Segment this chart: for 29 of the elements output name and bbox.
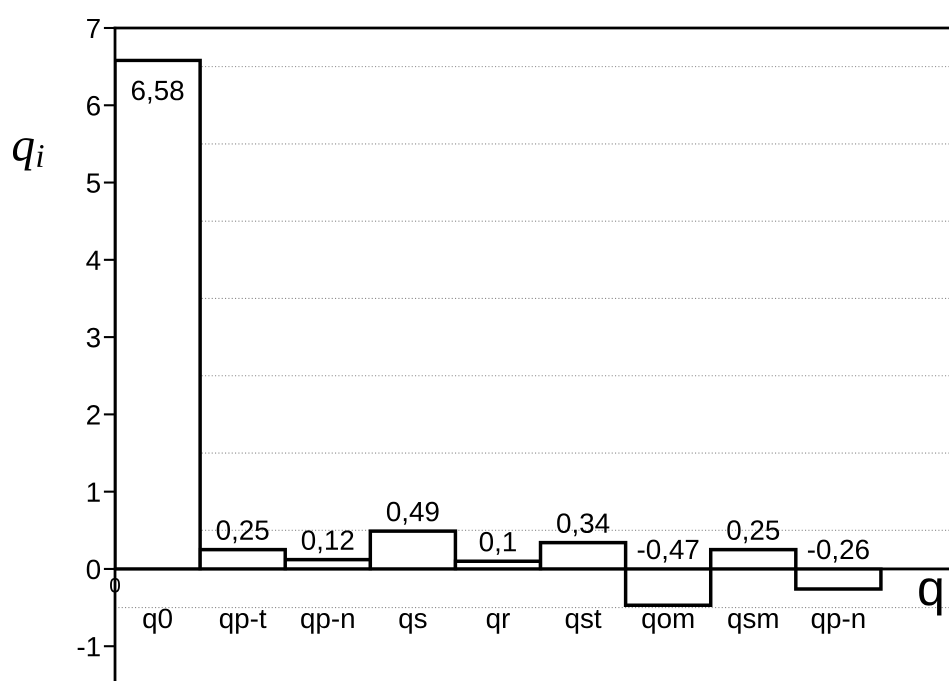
x-tick-label: qst [566, 610, 602, 634]
y-tick-label: 2 [87, 405, 100, 424]
data-label: 0,34 [557, 513, 610, 536]
data-label: 0,12 [302, 530, 354, 554]
x-tick-label: qom [642, 613, 694, 634]
x-tick-label: q0 [143, 608, 172, 634]
x-axis-title: q [919, 578, 942, 616]
data-label: -0,26 [808, 540, 869, 563]
y-tick-label: 7 [87, 18, 100, 38]
x-tick-label: qr [486, 613, 510, 634]
x-tick-label: qp-n [301, 613, 354, 634]
x-tick-label: qs [399, 613, 427, 634]
data-label: 6,58 [132, 80, 184, 104]
y-tick-label: 3 [86, 328, 100, 348]
data-label: 0,49 [386, 502, 439, 525]
y-tick-label: 4 [86, 250, 100, 270]
x-tick-label: qp-t [220, 610, 266, 634]
y-tick-label: 5 [86, 174, 100, 193]
y-tick-label: -1 [78, 637, 100, 656]
y-axis-title: q$_{i}$ [12, 138, 44, 170]
y-tick-label: 6 [87, 96, 100, 116]
y-tick-label: 1 [88, 482, 100, 502]
data-label: 0,1 [480, 532, 516, 555]
data-label: -0,47 [638, 540, 698, 563]
y-tick-label: 0 [86, 560, 100, 580]
x-tick-label: qp-n [812, 613, 864, 634]
data-label: 0,25 [727, 520, 780, 544]
x-tick-label: qsm [728, 613, 778, 634]
data-label: 0,25 [216, 520, 269, 544]
